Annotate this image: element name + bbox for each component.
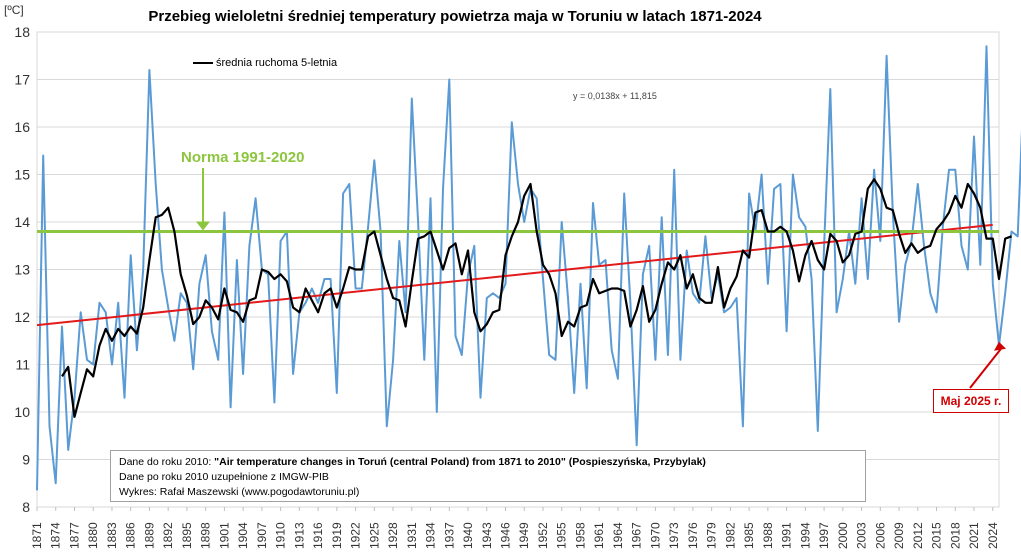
x-tick-label: 1997 <box>817 522 831 549</box>
x-tick-label: 2015 <box>930 522 944 549</box>
x-tick-label: 2018 <box>948 522 962 549</box>
x-tick-label: 1952 <box>536 522 550 549</box>
x-tick-label: 1907 <box>255 522 269 549</box>
note-line-2: Dane po roku 2010 uzupełnione z IMGW-PIB <box>119 471 329 483</box>
y-tick-label: 8 <box>22 499 30 515</box>
x-tick-label: 1964 <box>611 522 625 549</box>
x-tick-label: 1895 <box>180 522 194 549</box>
y-tick-label: 12 <box>14 309 30 325</box>
y-tick-label: 9 <box>22 452 30 468</box>
x-tick-label: 1946 <box>499 522 513 549</box>
x-tick-label: 1931 <box>405 522 419 549</box>
x-tick-label: 1928 <box>386 522 400 549</box>
x-tick-label: 2024 <box>986 522 1000 549</box>
x-tick-label: 1913 <box>292 522 306 549</box>
x-tick-label: 1889 <box>142 522 156 549</box>
gridlines <box>37 31 999 508</box>
trendline-equation: y = 0,0138x + 11,815 <box>573 91 657 101</box>
x-tick-label: 1973 <box>667 522 681 549</box>
y-tick-label: 14 <box>14 214 30 230</box>
x-tick-label: 1958 <box>573 522 587 549</box>
x-tick-label: 2009 <box>892 522 906 549</box>
series-line <box>36 45 1021 491</box>
data-source-note: Dane do roku 2010: "Air temperature chan… <box>110 450 866 502</box>
norm-label: Norma 1991-2020 <box>181 149 304 166</box>
x-tick-label: 1976 <box>686 522 700 549</box>
x-tick-label: 1967 <box>630 522 644 549</box>
x-tick-label: 1910 <box>274 522 288 549</box>
x-tick-label: 1943 <box>480 522 494 549</box>
x-tick-label: 1934 <box>424 522 438 549</box>
overlay-layer <box>36 168 1012 418</box>
x-tick-label: 2012 <box>911 522 925 549</box>
maj-arrow-shaft <box>969 348 1002 389</box>
x-tick-label: 2021 <box>967 522 981 549</box>
y-tick-label: 10 <box>14 404 30 420</box>
note-line-3: Wykres: Rafał Maszewski (www.pogodawtoru… <box>119 486 360 498</box>
y-tick-label: 18 <box>14 24 30 40</box>
x-tick-label: 1877 <box>67 522 81 549</box>
x-tick-label: 1880 <box>86 522 100 549</box>
x-tick-label: 1940 <box>461 522 475 549</box>
y-unit-label: [ºC] <box>4 3 24 17</box>
x-tick-label: 1898 <box>199 522 213 549</box>
series-moving-average <box>61 178 1012 418</box>
y-axis-ticks: 8 9 10 11 12 13 14 15 16 17 18 <box>14 24 30 515</box>
y-tick-label: 15 <box>14 167 30 183</box>
x-tick-label: 1937 <box>442 522 456 549</box>
y-tick-label: 13 <box>14 262 30 278</box>
note-line-1: Dane do roku 2010: "Air temperature chan… <box>119 456 706 468</box>
x-tick-label: 1919 <box>330 522 344 549</box>
x-tick-label: 1955 <box>555 522 569 549</box>
y-tick-label: 11 <box>15 357 30 373</box>
legend-label: średnia ruchoma 5-letnia <box>216 57 338 69</box>
x-tick-label: 1901 <box>217 522 231 549</box>
x-tick-label: 1904 <box>236 522 250 549</box>
x-tick-label: 1874 <box>49 522 63 549</box>
x-axis-ticks: 1871 1874 1877 1880 1883 1886 1889 1892 1895 1898… <box>30 507 1000 549</box>
x-tick-label: 2000 <box>836 522 850 549</box>
y-tick-label: 17 <box>14 72 30 88</box>
y-tick-label: 16 <box>14 119 30 135</box>
x-tick-label: 1970 <box>648 522 662 549</box>
maj-2025-label: Maj 2025 r. <box>933 389 1009 413</box>
norm-arrow-head <box>196 221 210 231</box>
x-tick-label: 1883 <box>105 522 119 549</box>
x-tick-label: 1925 <box>367 522 381 549</box>
legend: średnia ruchoma 5-letnia <box>193 57 338 69</box>
x-tick-label: 1979 <box>705 522 719 549</box>
x-tick-label: 1988 <box>761 522 775 549</box>
x-tick-label: 1949 <box>517 522 531 549</box>
x-tick-label: 1961 <box>592 522 606 549</box>
x-tick-label: 1916 <box>311 522 325 549</box>
x-tick-label: 1892 <box>161 522 175 549</box>
x-tick-label: 1991 <box>780 522 794 549</box>
x-tick-label: 1982 <box>723 522 737 549</box>
trendline <box>36 223 993 327</box>
x-tick-label: 1886 <box>124 522 138 549</box>
maj-arrow-head <box>994 341 1006 351</box>
series-annual-temperature <box>36 45 1021 491</box>
x-tick-label: 2003 <box>855 522 869 549</box>
x-tick-label: 2006 <box>873 522 887 549</box>
series-line <box>61 178 1012 418</box>
x-tick-label: 1985 <box>742 522 756 549</box>
x-tick-label: 1922 <box>349 522 363 549</box>
series-layer <box>36 45 1021 491</box>
chart-title: Przebieg wieloletni średniej temperatury… <box>148 8 762 25</box>
x-tick-label: 1871 <box>30 522 44 549</box>
plot-area <box>36 31 1000 508</box>
x-tick-label: 1994 <box>798 522 812 549</box>
